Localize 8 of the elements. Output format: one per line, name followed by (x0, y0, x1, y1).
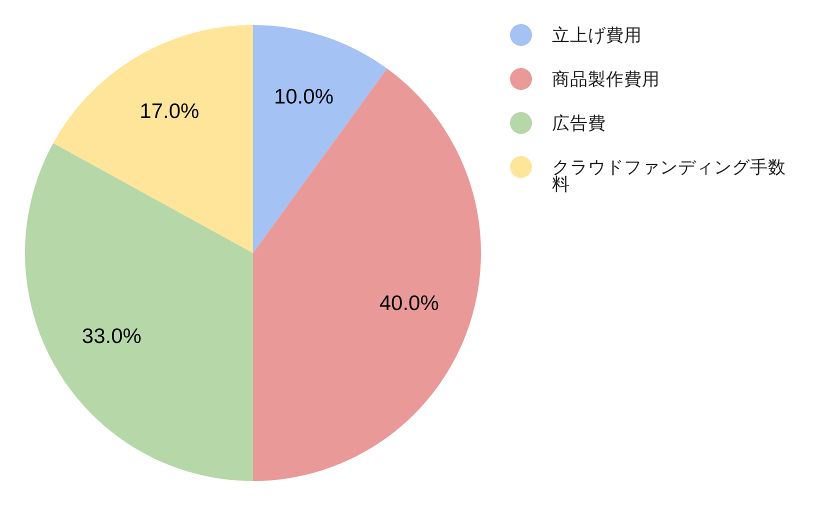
legend-label: 広告費 (552, 113, 606, 133)
data-label: 33.0% (82, 325, 142, 348)
data-label: 10.0% (274, 85, 334, 108)
legend-label: クラウドファンディング手数料 (552, 157, 786, 194)
data-label: 40.0% (379, 292, 439, 316)
legend-label: 商品製作費用 (552, 69, 660, 89)
data-label: 17.0% (140, 100, 200, 124)
legend-label: 立上げ費用 (552, 25, 642, 45)
